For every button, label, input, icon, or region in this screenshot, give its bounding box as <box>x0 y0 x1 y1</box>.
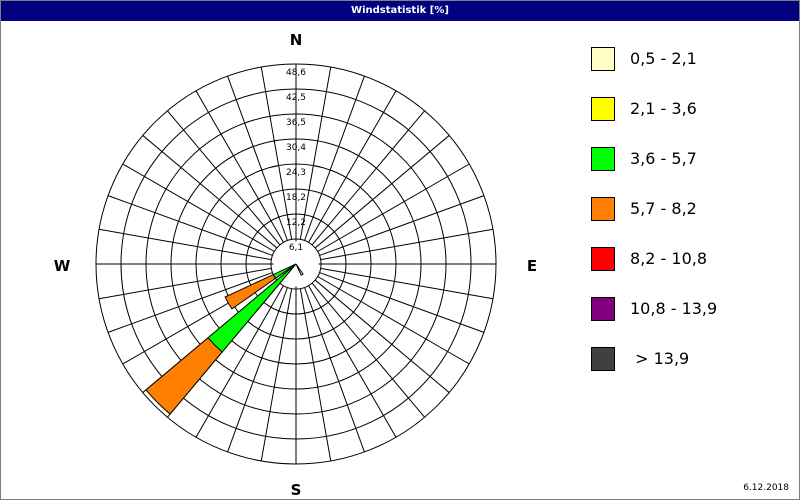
grid-spoke <box>320 228 494 261</box>
grid-spoke <box>142 135 278 249</box>
radial-tick-label: 24,3 <box>286 168 306 178</box>
legend-label: 3,6 - 5,7 <box>630 149 697 168</box>
legend-swatch <box>591 197 615 221</box>
radial-tick-label: 48,6 <box>286 68 306 78</box>
title-bar: Windstatistik [%] <box>1 1 799 21</box>
grid-spoke <box>195 285 284 438</box>
legend-swatch <box>591 297 615 321</box>
grid-spoke <box>107 195 273 256</box>
grid-spoke <box>308 90 397 243</box>
grid-spoke <box>320 267 494 300</box>
grid-spoke <box>304 75 365 241</box>
radial-tick-label: 12,2 <box>286 218 306 228</box>
legend-swatch <box>591 97 615 121</box>
grid-spoke <box>319 272 485 333</box>
grid-spoke <box>304 287 365 453</box>
grid-spoke <box>260 66 293 240</box>
legend-label: 10,8 - 13,9 <box>630 299 718 318</box>
compass-label-e: E <box>527 257 537 275</box>
legend-label: 2,1 - 3,6 <box>630 99 697 118</box>
petal-segment <box>224 273 277 310</box>
grid-spoke <box>107 272 273 333</box>
grid-spoke <box>319 195 485 256</box>
radial-tick-label: 42,5 <box>286 93 306 103</box>
legend-swatch <box>591 147 615 171</box>
grid-spoke <box>195 90 284 243</box>
grid-spoke <box>317 163 470 252</box>
legend-item: 2,1 - 3,6 <box>591 97 791 123</box>
compass-label-w: W <box>54 257 71 275</box>
radial-tick-label: 30,4 <box>286 143 306 153</box>
compass-label-n: N <box>290 31 303 49</box>
grid-spoke <box>98 267 272 300</box>
compass-label-s: S <box>291 481 302 499</box>
grid-spoke <box>227 75 288 241</box>
legend-label: 5,7 - 8,2 <box>630 199 697 218</box>
petal-segment <box>295 263 304 276</box>
legend-item: 10,8 - 13,9 <box>591 297 791 323</box>
grid-spoke <box>227 287 288 453</box>
radial-tick-label: 36,5 <box>286 118 306 128</box>
legend-item: 5,7 - 8,2 <box>591 197 791 223</box>
grid-spoke <box>314 135 450 249</box>
legend-item: > 13,9 <box>591 347 791 373</box>
grid-spoke <box>299 288 332 462</box>
date-label: 6.12.2018 <box>743 483 789 493</box>
grid-spoke <box>98 228 272 261</box>
legend-item: 8,2 - 10,8 <box>591 247 791 273</box>
legend-item: 3,6 - 5,7 <box>591 147 791 173</box>
legend-swatch <box>591 247 615 271</box>
legend-swatch <box>591 347 615 371</box>
grid-spoke <box>122 163 275 252</box>
grid-spoke <box>311 110 425 246</box>
grid-spoke <box>299 66 332 240</box>
grid-spoke <box>260 288 293 462</box>
grid-spoke <box>314 279 450 393</box>
radial-tick-label: 6,1 <box>289 243 303 253</box>
grid-spoke <box>311 282 425 418</box>
legend-swatch <box>591 47 615 71</box>
radial-tick-label: 18,2 <box>286 193 306 203</box>
legend-label: > 13,9 <box>630 349 690 368</box>
grid-spoke <box>308 285 397 438</box>
legend-label: 0,5 - 2,1 <box>630 49 697 68</box>
legend-item: 0,5 - 2,1 <box>591 47 791 73</box>
grid-spoke <box>317 276 470 365</box>
petal-segment <box>145 337 223 415</box>
grid-spoke <box>167 110 281 246</box>
legend-label: 8,2 - 10,8 <box>630 249 708 268</box>
